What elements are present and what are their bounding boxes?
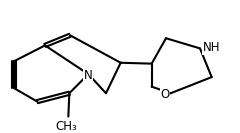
Text: NH: NH	[203, 41, 221, 54]
Text: CH₃: CH₃	[55, 120, 77, 133]
Text: O: O	[160, 88, 170, 101]
Text: N: N	[84, 68, 93, 82]
